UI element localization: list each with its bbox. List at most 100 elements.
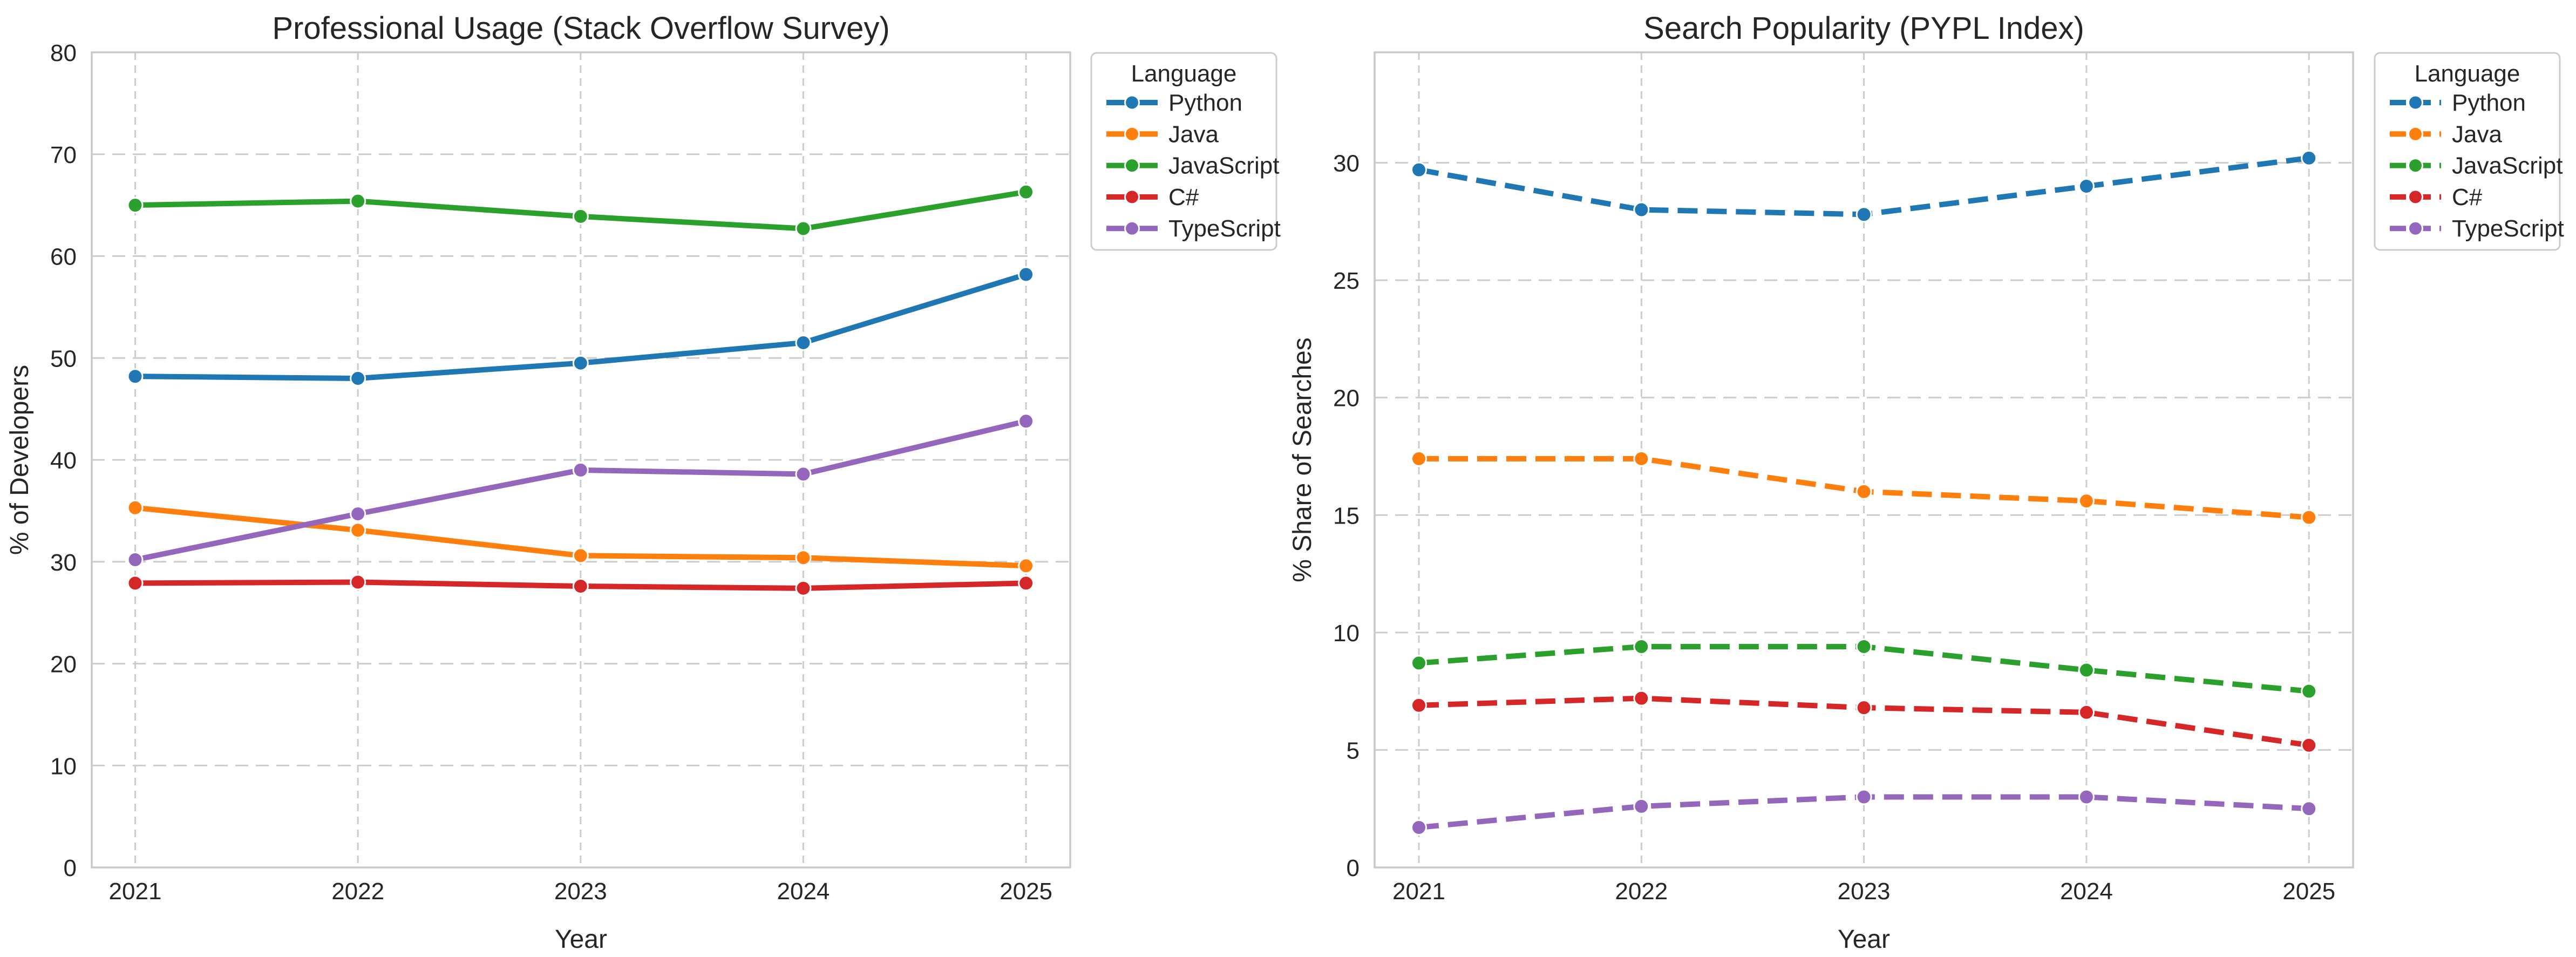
data-point-marker [1855, 700, 1872, 716]
y-tick-label: 50 [50, 345, 77, 372]
y-tick-label: 10 [1333, 620, 1360, 647]
data-point-marker [572, 547, 589, 564]
legend-item-label: JavaScript [2452, 153, 2563, 179]
legend-title: Language [2415, 60, 2520, 87]
legend-item: C# [2390, 184, 2483, 211]
legend-swatch-marker [2408, 189, 2423, 205]
data-point-marker [1633, 638, 1650, 655]
x-axis-label: Year [555, 925, 607, 954]
series-typescript [1411, 789, 2317, 836]
data-point-marker [1411, 161, 1427, 178]
data-point-marker [1018, 184, 1035, 200]
x-tick-label: 2025 [1000, 878, 1052, 905]
data-point-marker [572, 578, 589, 595]
legend-item: C# [1106, 184, 1199, 211]
data-point-marker [350, 370, 366, 386]
chart-title: Professional Usage (Stack Overflow Surve… [272, 11, 889, 46]
y-tick-label: 80 [50, 40, 77, 66]
data-point-marker [572, 461, 589, 478]
legend-item-label: Java [2452, 121, 2502, 147]
series-csharp [127, 574, 1035, 596]
data-point-marker [2301, 683, 2317, 700]
data-point-marker [1411, 697, 1427, 714]
plot-border [91, 51, 1071, 868]
data-point-marker [350, 522, 366, 539]
legend-swatch-marker [2408, 220, 2423, 236]
y-tick-label: 20 [1333, 385, 1360, 412]
y-tick-label: 5 [1347, 737, 1360, 764]
x-tick-label: 2021 [1392, 878, 1445, 905]
data-point-marker [1411, 450, 1427, 467]
x-tick-label: 2023 [1838, 878, 1891, 905]
legend-item: Java [1106, 121, 1219, 147]
series-javascript [1411, 638, 2317, 700]
data-point-marker [795, 334, 812, 351]
plot-border [1374, 51, 2354, 868]
legend: Language Python Java JavaScript C# TypeScript [2374, 52, 2564, 251]
data-point-marker [1018, 413, 1035, 430]
x-tick-label: 2022 [331, 878, 384, 905]
legend-item: Java [2390, 121, 2502, 147]
y-tick-label: 0 [1347, 855, 1360, 881]
data-point-marker [127, 499, 144, 516]
x-tick-label: 2025 [2282, 878, 2335, 905]
data-point-marker [127, 197, 144, 214]
legend: Language Python Java JavaScript C# TypeScript [1090, 52, 1281, 251]
legend-swatch-marker [1124, 220, 1140, 236]
legend-swatch-marker [1124, 126, 1140, 142]
y-tick-label: 30 [50, 549, 77, 576]
y-axis-label: % of Developers [5, 365, 34, 555]
data-point-marker [795, 580, 812, 596]
data-point-marker [1411, 819, 1427, 836]
y-axis-label: % Share of Searches [1288, 337, 1317, 582]
data-point-marker [2078, 662, 2095, 678]
legend-item-label: C# [2452, 184, 2483, 211]
data-point-marker [1411, 655, 1427, 671]
legend-swatch-marker [2408, 126, 2423, 142]
legend-item: TypeScript [1106, 215, 1281, 242]
series-python [127, 266, 1035, 386]
legend-item-label: TypeScript [1168, 215, 1281, 242]
data-point-marker [1018, 575, 1035, 592]
series-python [1411, 150, 2317, 223]
legend-swatch-marker [1124, 158, 1140, 174]
data-point-marker [2301, 509, 2317, 526]
series-javascript [127, 184, 1035, 237]
data-point-marker [350, 193, 366, 209]
legend-swatch-marker [2408, 158, 2423, 174]
x-tick-label: 2024 [2060, 878, 2113, 905]
y-tick-label: 30 [1333, 151, 1360, 177]
data-point-marker [2301, 150, 2317, 166]
data-point-marker [1633, 201, 1650, 218]
data-point-marker [127, 368, 144, 385]
data-point-marker [1018, 558, 1035, 574]
grid [92, 52, 1070, 867]
data-point-marker [2078, 493, 2095, 510]
legend-swatch-marker [1124, 94, 1140, 111]
data-point-marker [1855, 483, 1872, 500]
data-point-marker [127, 575, 144, 592]
data-point-marker [350, 506, 366, 522]
y-tick-label: 40 [50, 447, 77, 474]
legend-item-label: JavaScript [1168, 153, 1279, 179]
series-java [1411, 450, 2317, 526]
data-point-marker [795, 466, 812, 483]
y-tick-label: 25 [1333, 268, 1360, 294]
legend-swatch-marker [2408, 94, 2423, 111]
x-tick-label: 2023 [554, 878, 607, 905]
data-point-marker [572, 355, 589, 371]
legend-item-label: TypeScript [2452, 215, 2564, 242]
y-tick-label: 0 [64, 855, 77, 881]
legend-item-label: Python [1168, 90, 1242, 116]
data-point-marker [350, 574, 366, 591]
data-point-marker [2078, 789, 2095, 805]
data-point-marker [1633, 450, 1650, 467]
data-point-marker [2301, 800, 2317, 817]
series-java [127, 499, 1035, 574]
legend-item-label: C# [1168, 184, 1199, 211]
y-tick-label: 70 [50, 142, 77, 168]
x-tick-label: 2021 [109, 878, 162, 905]
series-csharp [1411, 690, 2317, 754]
